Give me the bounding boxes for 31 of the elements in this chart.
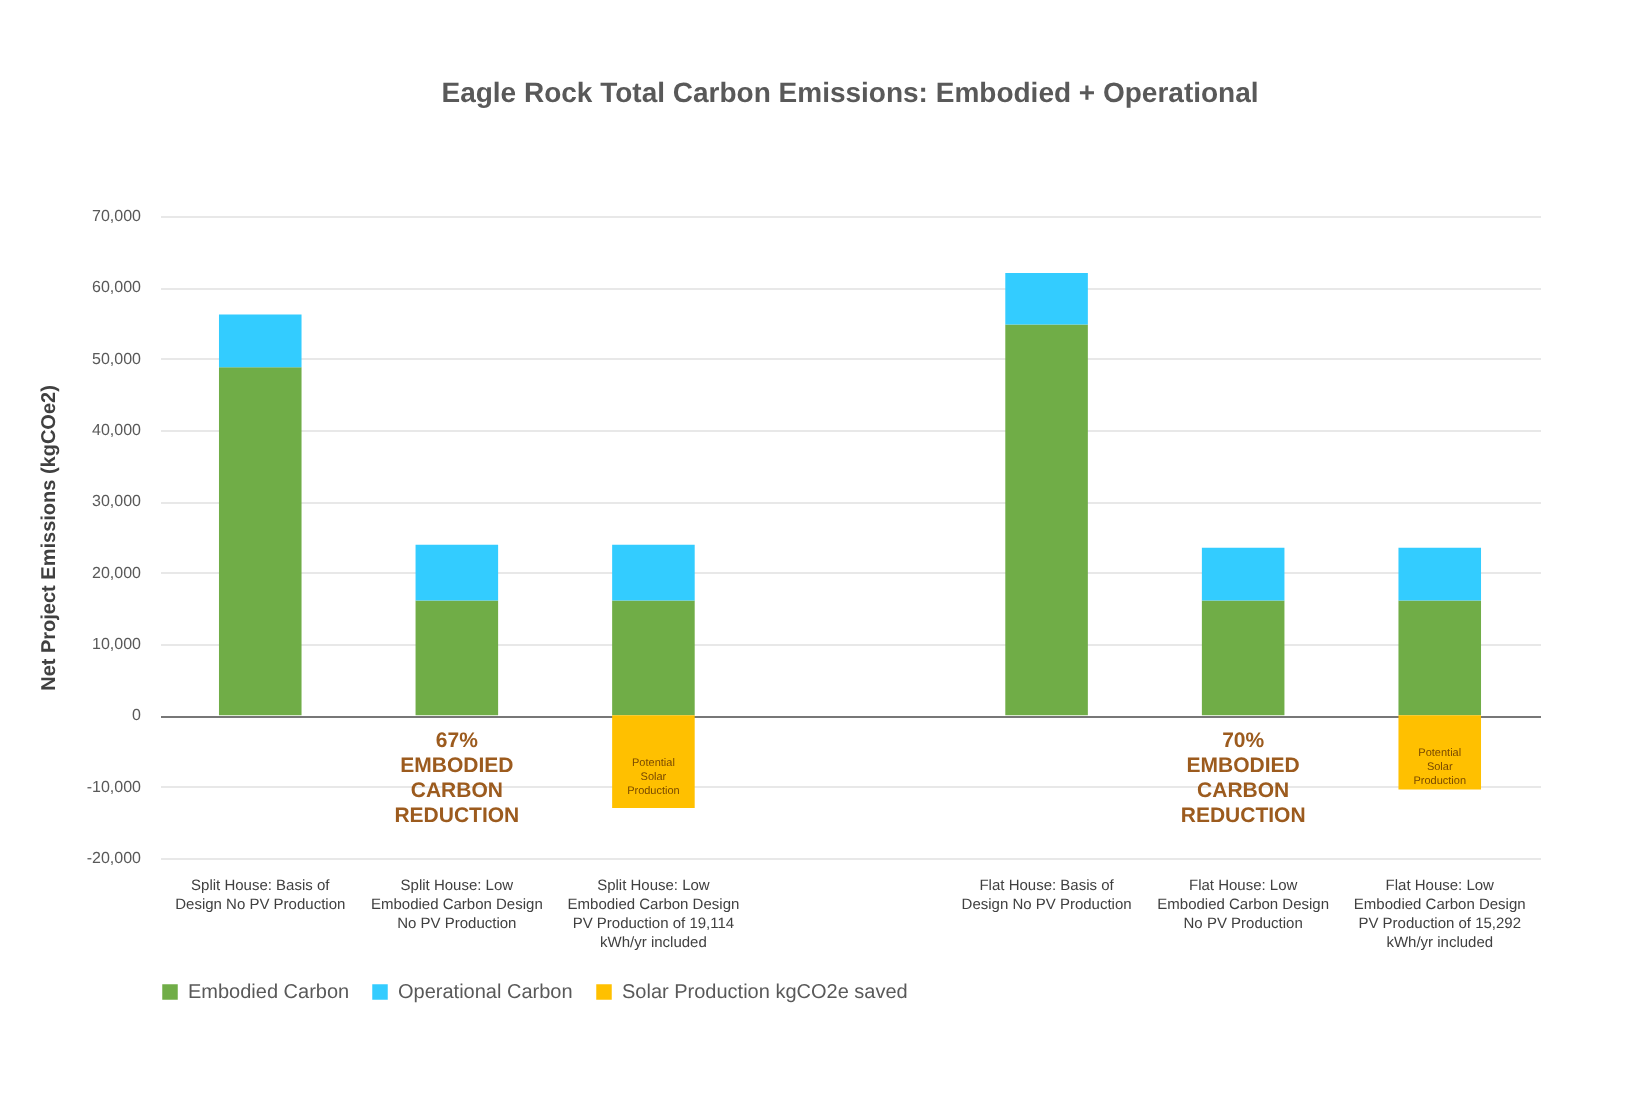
bar: [612, 600, 695, 716]
y-tick-label: 10,000: [92, 635, 143, 653]
bar: [612, 544, 695, 601]
y-tick-label: 50,000: [92, 349, 143, 368]
bar: [218, 367, 302, 716]
legend-label: Solar Production kgCO2e saved: [622, 982, 908, 1004]
bar: [415, 544, 499, 601]
y-tick-label: 0: [132, 706, 143, 725]
chart-title: Eagle Rock Total Carbon Emissions: Embodied + Operational: [441, 76, 1259, 108]
y-tick-label: 70,000: [92, 207, 143, 225]
legend-label: Embodied Carbon: [188, 982, 350, 1004]
y-tick-label: 60,000: [92, 278, 143, 297]
y-tick-label: 30,000: [92, 492, 143, 511]
annotation: 70% EMBODIED CARBON REDUCTION: [1180, 729, 1306, 829]
y-tick-label: 40,000: [92, 421, 143, 439]
bar: [1005, 273, 1088, 325]
bar: [1005, 324, 1088, 716]
bar: [218, 314, 302, 368]
y-tick-label: -10,000: [86, 777, 143, 796]
bar: [415, 600, 499, 716]
bar: [1398, 547, 1482, 601]
bar: [1398, 600, 1482, 716]
bar: [612, 715, 695, 809]
bar: [1201, 547, 1285, 601]
y-axis-title: Net Project Emissions (kgCOe2): [38, 385, 61, 691]
annotation: 67% EMBODIED CARBON REDUCTION: [394, 729, 520, 829]
bar: [1201, 600, 1285, 716]
bar: [1398, 715, 1482, 790]
legend-label: Operational Carbon: [398, 982, 573, 1004]
y-tick-label: 20,000: [92, 563, 143, 582]
y-tick-label: -20,000: [86, 849, 143, 867]
